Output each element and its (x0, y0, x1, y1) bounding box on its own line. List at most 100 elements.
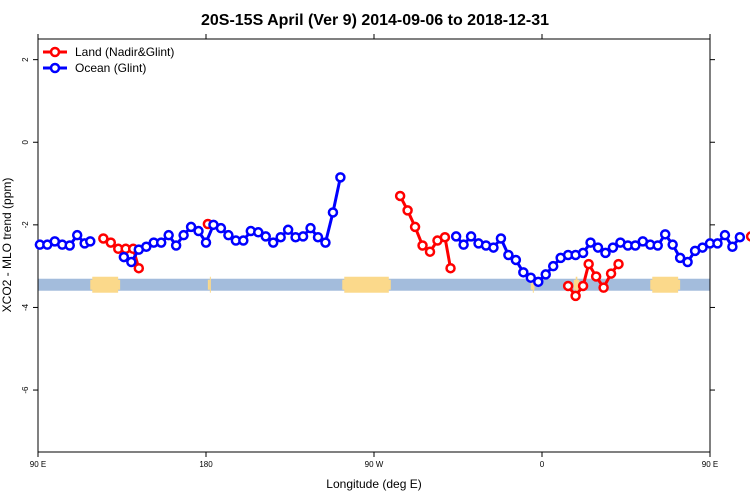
x-axis-label: Longitude (deg E) (326, 477, 421, 491)
data-point-land-nadir-glint (439, 231, 451, 243)
y-axis: 2 0 -2 -4 -6 (21, 57, 715, 394)
data-point-ocean-glint (267, 237, 279, 248)
x-tick-label: 0 (540, 460, 545, 469)
data-point-ocean-glint (488, 242, 499, 253)
data-point-land-nadir-glint (577, 280, 589, 292)
data-point-land-nadir-glint (105, 237, 117, 248)
data-point-ocean-glint (215, 222, 227, 234)
y-tick-label: -4 (21, 303, 30, 311)
y-tick-label: 2 (21, 57, 30, 62)
data-point-ocean-glint (85, 236, 96, 247)
data-point-ocean-glint (465, 231, 477, 242)
series-line-ocean-glint (123, 177, 342, 264)
data-point-ocean-glint (674, 252, 686, 264)
data-point-ocean-glint (64, 240, 75, 251)
data-point-land-nadir-glint (605, 268, 617, 279)
y-tick-label: -6 (21, 386, 30, 394)
data-point-ocean-glint (223, 229, 234, 241)
data-point-ocean-glint (510, 254, 522, 266)
legend-land-label: Land (Nadir&Glint) (75, 45, 174, 59)
data-point-ocean-glint (71, 229, 83, 241)
land-patch (530, 279, 535, 290)
data-point-ocean-glint (600, 247, 611, 259)
data-point-ocean-glint (327, 207, 339, 218)
data-point-ocean-glint (697, 242, 708, 253)
y-tick-label: 0 (21, 139, 30, 144)
data-point-ocean-glint (450, 231, 462, 242)
data-point-ocean-glint (592, 242, 604, 253)
data-point-land-nadir-glint (562, 280, 574, 292)
data-point-ocean-glint (155, 237, 167, 248)
x-tick-label: 180 (199, 460, 213, 469)
data-point-ocean-glint (577, 247, 589, 259)
data-point-ocean-glint (727, 241, 738, 252)
data-point-ocean-glint (335, 172, 346, 183)
data-point-ocean-glint (238, 235, 249, 246)
x-tick-label: 90 E (30, 460, 46, 469)
data-point-land-nadir-glint (598, 282, 609, 293)
data-point-ocean-glint (275, 231, 286, 243)
data-point-ocean-glint (282, 224, 294, 236)
data-point-ocean-glint (630, 240, 641, 251)
data-point-land-nadir-glint (98, 233, 109, 244)
data-point-ocean-glint (185, 221, 197, 233)
y-axis-label: XCO2 - MLO trend (ppm) (0, 178, 14, 313)
data-point-ocean-glint (253, 227, 264, 238)
data-point-ocean-glint (719, 229, 731, 241)
land-patch (652, 276, 679, 293)
data-point-land-nadir-glint (590, 271, 602, 282)
data-point-ocean-glint (126, 256, 137, 268)
data-point-land-nadir-glint (745, 231, 750, 242)
legend-ocean-label: Ocean (Glint) (75, 61, 146, 75)
data-point-land-nadir-glint (424, 246, 436, 257)
land-patch (344, 276, 389, 293)
data-point-ocean-glint (495, 233, 507, 244)
data-point-land-nadir-glint (402, 205, 413, 216)
data-point-land-nadir-glint (570, 290, 581, 302)
land-patch (532, 276, 534, 293)
data-point-ocean-glint (652, 240, 663, 251)
x-axis: 90 E 180 90 W 0 90 E (30, 34, 718, 469)
data-point-ocean-glint (305, 222, 316, 234)
land-patch (575, 276, 578, 293)
data-point-land-nadir-glint (133, 262, 145, 274)
data-point-ocean-glint (260, 231, 271, 242)
land-patch (207, 279, 210, 290)
data-point-land-nadir-glint (445, 262, 456, 274)
land-patch (209, 276, 211, 293)
data-point-land-nadir-glint (394, 190, 406, 202)
data-point-land-nadir-glint (613, 258, 624, 270)
data-point-ocean-glint (734, 231, 746, 243)
data-point-ocean-glint (193, 225, 204, 237)
legend-ocean-marker (49, 62, 61, 74)
data-point-ocean-glint (518, 267, 529, 278)
legend-land-marker (49, 46, 61, 58)
data-point-ocean-glint (547, 260, 559, 272)
data-point-ocean-glint (533, 276, 544, 288)
legend: Land (Nadir&Glint) Ocean (Glint) (43, 45, 174, 75)
data-point-ocean-glint (540, 269, 551, 280)
data-point-land-nadir-glint (417, 240, 428, 251)
series-layer (34, 172, 750, 302)
data-point-ocean-glint (682, 256, 693, 268)
data-point-ocean-glint (141, 241, 152, 252)
data-point-land-nadir-glint (583, 258, 594, 270)
x-tick-label: 90 E (702, 460, 718, 469)
chart-title: 20S-15S April (Ver 9) 2014-09-06 to 2018… (201, 12, 549, 29)
data-point-land-nadir-glint (409, 221, 421, 233)
series-ocean-glint (34, 172, 746, 288)
data-point-ocean-glint (170, 240, 182, 251)
data-point-ocean-glint (320, 237, 331, 248)
data-point-ocean-glint (525, 272, 537, 283)
data-point-ocean-glint (712, 238, 723, 249)
data-point-ocean-glint (312, 231, 324, 243)
data-point-ocean-glint (667, 239, 678, 250)
data-point-ocean-glint (503, 249, 514, 261)
data-point-ocean-glint (163, 229, 174, 241)
data-point-ocean-glint (607, 242, 619, 253)
data-point-ocean-glint (178, 229, 189, 241)
data-point-ocean-glint (659, 229, 671, 240)
data-point-ocean-glint (297, 231, 309, 242)
series-land-nadir-glint (98, 190, 750, 302)
